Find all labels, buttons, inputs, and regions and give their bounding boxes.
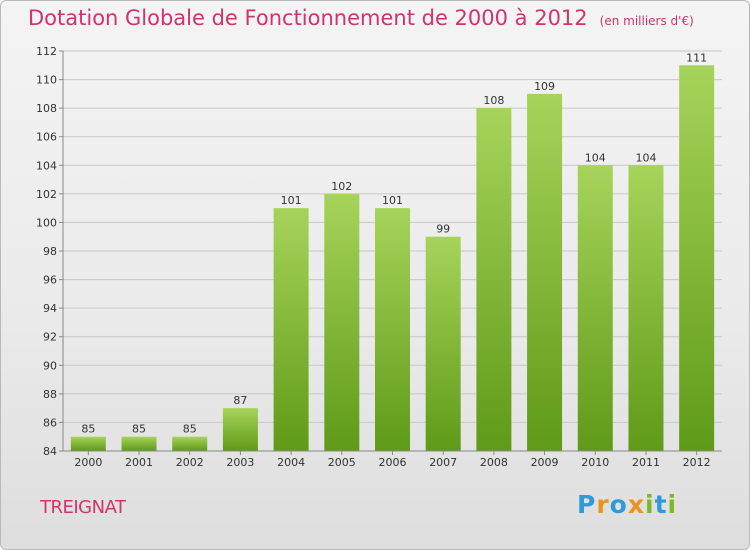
logo-letter: i <box>645 490 655 519</box>
title-text: Dotation Globale de Fonctionnement de 20… <box>28 6 588 30</box>
bar-2010 <box>577 165 613 452</box>
x-tick-label: 2012 <box>683 456 711 469</box>
y-tick-label: 86 <box>43 416 57 429</box>
y-tick-label: 106 <box>36 131 57 144</box>
proxiti-logo[interactable]: Proxiti <box>577 490 677 519</box>
x-tick-label: 2010 <box>581 456 609 469</box>
logo-letter: o <box>609 490 628 519</box>
chart-title: Dotation Globale de Fonctionnement de 20… <box>28 6 694 30</box>
bar-value-label: 101 <box>281 194 302 207</box>
logo-letter: r <box>596 490 610 519</box>
x-tick-label: 2009 <box>531 456 559 469</box>
bar-value-label: 87 <box>233 394 247 407</box>
bars: 85 85 85 87 101 102 101 99 108 109 104 104 111 <box>70 51 715 452</box>
bar-value-label: 104 <box>635 151 656 164</box>
x-tick-label: 2007 <box>429 456 457 469</box>
x-axis: 2000 2001 2002 2003 2004 2005 2006 2007 2008 2009… <box>63 450 722 469</box>
bar-2006 <box>375 208 410 451</box>
bar-value-label: 85 <box>183 423 197 436</box>
y-tick-label: 104 <box>36 159 57 172</box>
bar-2000 <box>70 436 106 451</box>
y-tick-label: 98 <box>43 245 57 258</box>
logo-letter: x <box>627 490 645 519</box>
y-axis: 84 86 88 90 92 94 96 98 100 102 104 106 108 110 112 <box>36 45 64 458</box>
x-tick-label: 2003 <box>226 456 254 469</box>
bar-2011 <box>628 165 664 452</box>
bar-2004 <box>273 208 309 451</box>
unit-label: (en milliers d'€) <box>599 14 694 28</box>
y-tick-label: 96 <box>43 274 57 287</box>
x-tick-label: 2011 <box>632 456 660 469</box>
x-tick-label: 2001 <box>125 456 153 469</box>
bar-2005 <box>324 193 360 451</box>
bar-2007 <box>425 236 461 451</box>
bar-value-label: 85 <box>81 423 95 436</box>
x-tick-label: 2002 <box>176 456 204 469</box>
x-tick-label: 2000 <box>74 456 102 469</box>
logo-letter: i <box>667 490 678 519</box>
y-tick-label: 90 <box>43 359 57 372</box>
bar-value-label: 99 <box>436 223 450 236</box>
x-tick-label: 2008 <box>480 456 508 469</box>
commune-name: TREIGNAT <box>40 497 126 518</box>
logo-letter: t <box>654 490 668 519</box>
y-tick-label: 100 <box>36 216 57 229</box>
x-tick-label: 2006 <box>379 456 407 469</box>
bar-2009 <box>527 93 563 451</box>
bar-value-label: 101 <box>382 194 403 207</box>
bar-2008 <box>476 108 512 452</box>
y-tick-label: 94 <box>43 302 57 315</box>
x-tick-label: 2005 <box>328 456 356 469</box>
bar-value-label: 104 <box>585 151 606 164</box>
bar-2003 <box>222 408 258 451</box>
y-tick-label: 88 <box>43 388 57 401</box>
bar-2001 <box>121 436 157 451</box>
x-tick-label: 2004 <box>277 456 305 469</box>
y-tick-label: 108 <box>36 102 57 115</box>
logo-letter: P <box>577 490 597 519</box>
y-tick-label: 84 <box>43 445 57 458</box>
bar-value-label: 102 <box>331 180 352 193</box>
y-tick-label: 110 <box>36 74 57 87</box>
bar-value-label: 111 <box>686 51 707 64</box>
bar-value-label: 108 <box>483 94 504 107</box>
bar-value-label: 109 <box>534 80 555 93</box>
bar-value-label: 85 <box>132 423 146 436</box>
bar-2012 <box>679 65 715 452</box>
y-tick-label: 92 <box>43 331 57 344</box>
y-tick-label: 102 <box>36 188 57 201</box>
y-tick-label: 112 <box>36 45 57 58</box>
bar-2002 <box>172 436 208 451</box>
